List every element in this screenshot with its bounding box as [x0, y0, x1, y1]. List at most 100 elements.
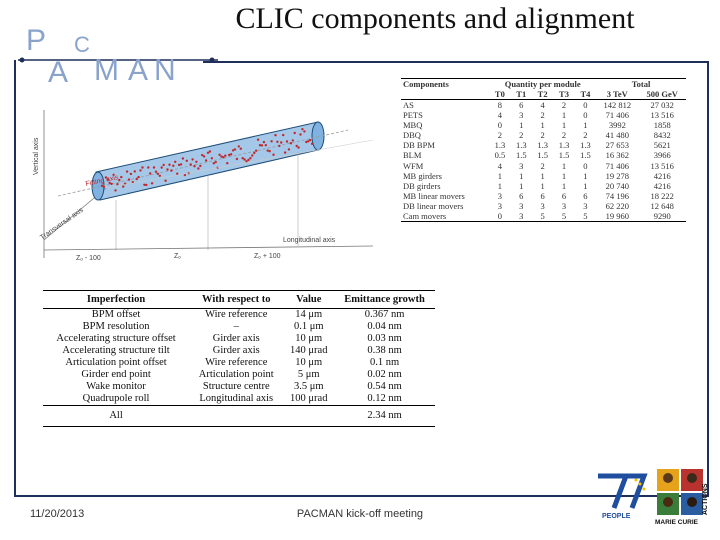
beam-point: [237, 145, 240, 148]
table-row: Accelerating structure offset Girder axis…: [43, 333, 435, 345]
z-right-label: Zₒ + 100: [254, 253, 281, 260]
total-label: All: [109, 410, 123, 421]
table-cell: 19 960: [605, 211, 629, 222]
alignment-diagram: Vertical axis Transversal axis Fitting a…: [33, 110, 374, 262]
beam-point: [229, 153, 233, 156]
table-cell: 2: [540, 110, 545, 121]
beam-point: [297, 146, 300, 149]
beam-point: [176, 172, 179, 175]
table-cell: 1.3: [537, 140, 548, 151]
table-cell: 5: [583, 211, 588, 222]
beam-point: [226, 162, 229, 165]
component-name: WFM: [403, 160, 424, 171]
table-cell: 0.12 nm: [367, 393, 402, 404]
table-cell: 0: [497, 120, 503, 131]
table-cell: 0: [497, 211, 503, 222]
table-cell: 1: [583, 180, 588, 191]
beam-point: [120, 175, 123, 179]
table-cell: 8432: [653, 130, 671, 141]
table-cell: 0.02 nm: [367, 369, 402, 380]
table-cell: 0.38 nm: [367, 345, 402, 356]
beam-point: [168, 163, 171, 166]
beam-point: [280, 141, 283, 144]
table-cell: 10 μm: [295, 333, 323, 344]
beam-point: [195, 160, 198, 163]
beam-point: [154, 170, 158, 173]
header-quantity: Quantity per module: [504, 79, 581, 89]
imperfection-name: Accelerating structure tilt: [62, 345, 170, 356]
table-cell: 1858: [653, 120, 671, 131]
table-cell: 3: [519, 200, 524, 211]
slide-title: CLIC components and alignment: [235, 2, 635, 35]
table-cell: 3.5 μm: [293, 381, 324, 392]
table-cell: 0.1 nm: [369, 357, 400, 368]
table-cell: 10 μm: [295, 357, 323, 368]
table-row: Accelerating structure tilt Girder axis 14…: [43, 345, 435, 357]
table-row: Articulation point offset Wire reference 1…: [43, 357, 435, 369]
table-row: Girder end point Articulation point 5 μm 0.…: [43, 369, 435, 381]
table-cell: Girder axis: [212, 333, 260, 344]
beam-point: [218, 153, 221, 156]
beam-point: [141, 166, 144, 169]
beam-point: [174, 160, 177, 163]
eu-people-logo: PEOPLE: [598, 473, 648, 520]
beam-point: [143, 183, 146, 186]
imperfection-total-row: All 2.34 nm: [43, 405, 435, 427]
table-cell: 1: [540, 120, 545, 131]
component-name: MB girders: [403, 170, 442, 181]
table-cell: 27 653: [605, 140, 629, 151]
imperfection-name: Accelerating structure offset: [56, 333, 176, 344]
table-cell: 3: [519, 211, 524, 222]
imperfection-name: BPM offset: [91, 309, 141, 320]
beam-point: [125, 170, 129, 173]
beam-point: [282, 133, 285, 137]
table-cell: 0: [583, 110, 588, 121]
actions-text: ACTIONS: [702, 483, 709, 515]
table-cell: 1: [561, 160, 567, 171]
table-cell: 6: [519, 100, 524, 110]
beam-point: [172, 164, 175, 167]
column-header: T2: [537, 89, 548, 99]
beam-point: [199, 164, 202, 168]
table-row: BLM 0.5 1.5 1.5 1.5 1.5 16 362 3966: [401, 150, 686, 160]
logo-letter: A: [128, 54, 148, 87]
beam-point: [272, 153, 275, 156]
table-cell: 3: [540, 200, 545, 211]
table-cell: 1.3: [515, 140, 527, 151]
component-name: DB linear movers: [403, 200, 464, 211]
beam-point: [212, 162, 215, 165]
beam-point: [149, 172, 152, 175]
vertical-axis-label: Vertical axis: [33, 137, 40, 175]
beam-point: [287, 148, 291, 151]
table-cell: 5621: [653, 140, 671, 151]
quantity-table-body: AS 8 6 4 2 0 142 812 27 032 PETS 4 3 2 1 0 71 406 13 51…: [401, 100, 686, 222]
table-cell: 0.54 nm: [367, 381, 402, 392]
beam-point: [310, 142, 314, 145]
table-cell: 2: [561, 130, 567, 141]
table-cell: Wire reference: [205, 357, 268, 368]
imperfection-header-row: Imperfection With respect to Value Emittanc…: [43, 290, 435, 309]
frame-border-right: [707, 61, 709, 497]
transverse-axis-label: Transversal axis: [39, 207, 85, 242]
longitudinal-axis-label: Longitudinal axis: [283, 237, 336, 244]
beam-point: [193, 165, 196, 168]
beam-point: [202, 155, 206, 158]
frame-border-top: [203, 61, 708, 63]
table-cell: 1.3: [580, 140, 591, 151]
column-header: With respect to: [202, 294, 271, 305]
beam-point: [135, 177, 138, 181]
table-cell: Articulation point: [198, 369, 274, 380]
beam-point: [206, 151, 210, 154]
component-name: AS: [403, 100, 414, 110]
table-cell: 0.1 μm: [293, 321, 324, 332]
beam-point: [249, 157, 252, 160]
column-header: T0: [494, 89, 505, 99]
table-cell: 3992: [608, 120, 626, 131]
table-row: DB girders 1 1 1 1 1 20 740 4216: [401, 181, 686, 191]
beam-point: [235, 157, 239, 161]
table-cell: 1.3: [558, 140, 570, 151]
table-cell: 1: [519, 170, 524, 181]
table-cell: Wire reference: [205, 309, 268, 320]
component-name: BLM: [403, 150, 422, 161]
imperfection-name: Girder end point: [81, 369, 151, 380]
